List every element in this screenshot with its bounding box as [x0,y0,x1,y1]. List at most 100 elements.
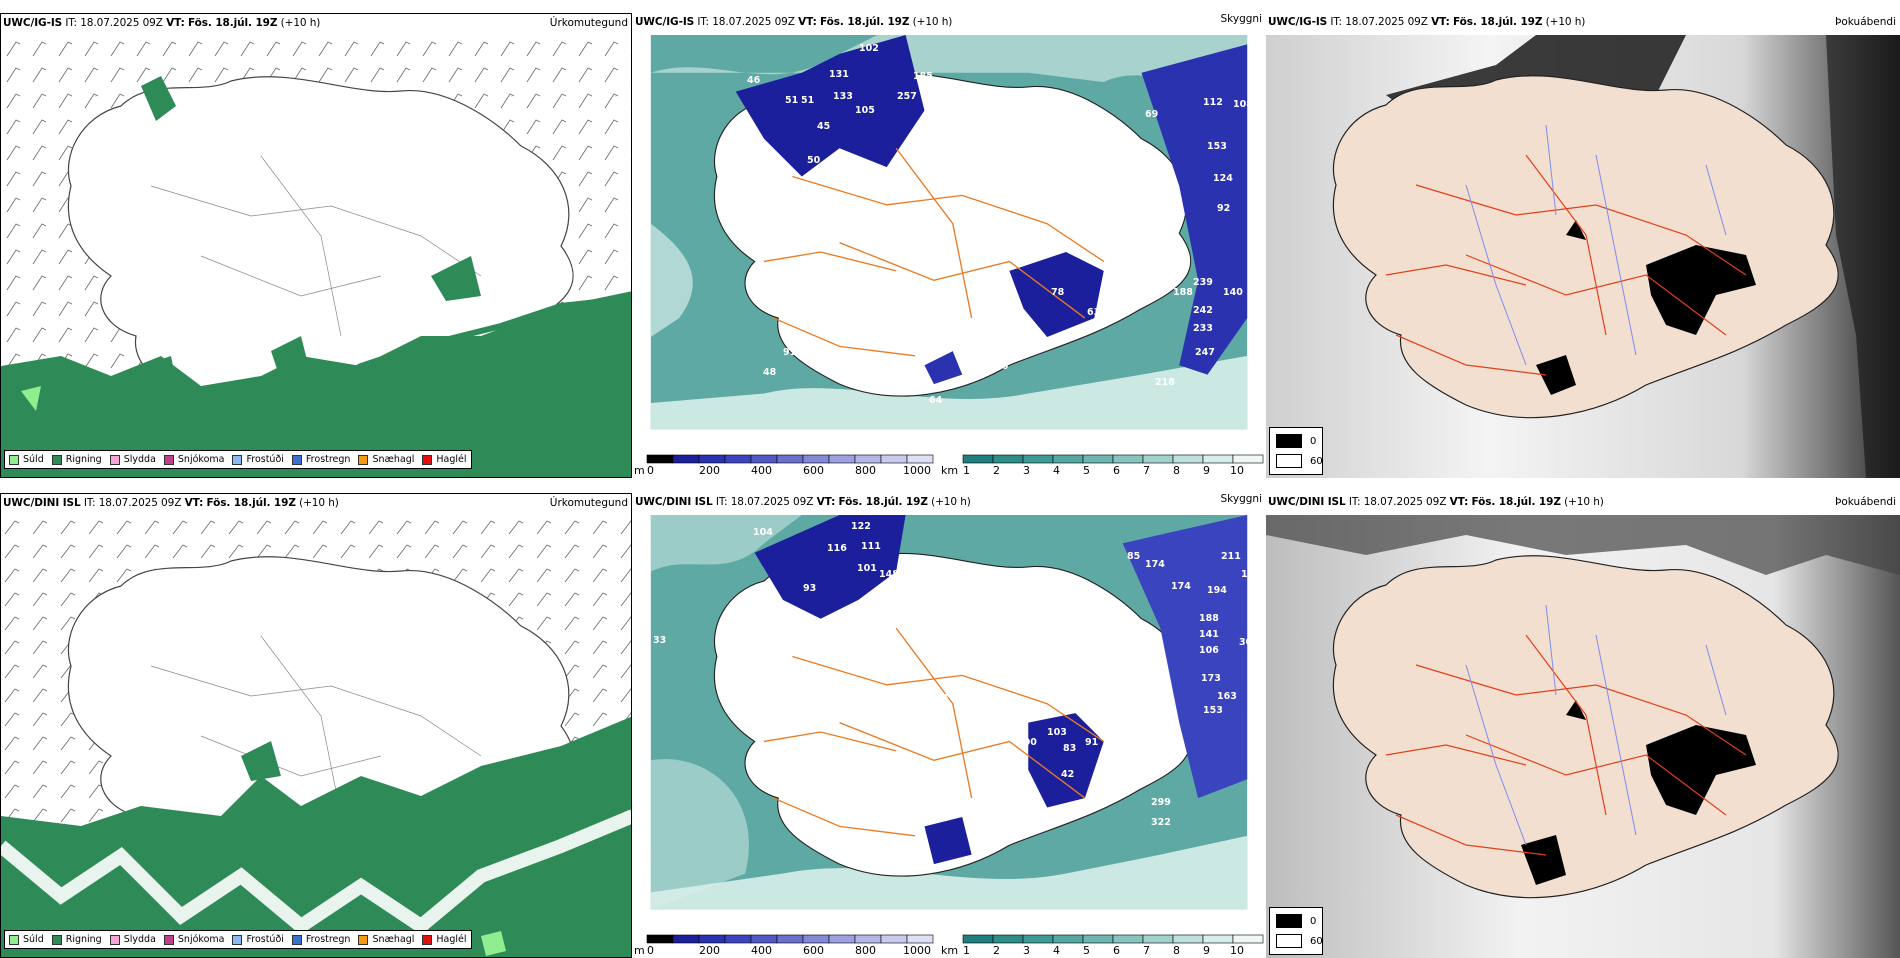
ceiling-tick: 400 [751,944,772,957]
fog-swatch [1276,934,1302,948]
vis-tick: 2 [993,464,1000,477]
vis-tick: 8 [1173,944,1180,957]
ceiling-label: 153 [1207,141,1227,152]
ceiling-label: 247 [1195,347,1215,358]
ceiling-label: 133 [833,91,853,102]
ceiling-label: 64 [929,395,943,406]
ceiling-label: 45 [817,121,830,132]
colorbars [646,454,1264,464]
fog-legend-row: 0 [1276,914,1316,928]
ceiling-tick: 1000 [903,944,931,957]
ceiling-label: 78 [1051,287,1065,298]
colorbar-segment [828,934,856,944]
colorbar-segment [854,934,882,944]
vis-tick: 4 [1053,464,1060,477]
vis-tick: 6 [1113,944,1120,957]
ceiling-label: 194 [1207,585,1227,596]
legend-item: Rigning [51,454,102,465]
panel-title: Úrkomutegund [549,17,628,29]
vis-tick: 1 [963,464,970,477]
legend-item: Slydda [109,934,156,945]
ceiling-label: 91 [1019,713,1032,724]
legend-swatch [51,934,62,945]
colorbar-segment [1052,934,1084,944]
ceiling-label: 46 [747,75,761,86]
vis-tick: 4 [1053,944,1060,957]
vis-unit: km [941,464,959,477]
vis-tick: 9 [1203,944,1210,957]
legend-swatch [291,934,302,945]
legend-swatch [232,934,243,945]
ceiling-label: 16 [995,361,1009,372]
fog-legend-row: 0 [1276,434,1316,448]
fog-map [1266,35,1900,478]
ceiling-label: 50 [807,171,821,182]
fog-map [1266,515,1900,958]
panel-header: UWC/IG-IS IT: 18.07.2025 09Z VT: Fös. 18… [635,16,953,28]
ceiling-label: 97 [809,623,822,634]
legend-swatch [109,454,120,465]
fog-legend-row: 60 [1276,454,1323,468]
vis-tick: 10 [1230,944,1244,957]
fog-swatch [1276,914,1302,928]
ceiling-label: 111 [861,541,881,552]
ceiling-label: 242 [1193,305,1213,316]
legend-item: Snæhagl [358,934,414,945]
ceiling-visibility-colorbar: m 0 200 400 600 800 1000 km 1 2 3 4 5 6 … [633,454,1265,478]
ceiling-tick: 400 [751,464,772,477]
colorbar-segment [992,454,1024,464]
panel-header: UWC/DINI ISL IT: 18.07.2025 09Z VT: Fös.… [3,497,339,509]
panel-header: UWC/DINI ISL IT: 18.07.2025 09Z VT: Fös.… [635,496,971,508]
panel-header: UWC/IG-IS IT: 18.07.2025 09Z VT: Fös. 18… [1268,16,1586,28]
legend-item: Snjókoma [163,934,224,945]
ceiling-visibility-colorbar: m 0 200 400 600 800 1000 km 1 2 3 4 5 6 … [633,934,1265,958]
ceiling-label: 141 [1199,629,1219,640]
vis-tick: 3 [1023,464,1030,477]
ceiling-label: 93 [803,583,816,594]
ceiling-label: 322 [1151,817,1171,828]
fog-legend: 0 60 [1269,907,1323,955]
legend-item: Haglél [422,934,467,945]
fog-swatch [1276,434,1302,448]
ceiling-label: 309 [1239,637,1259,648]
colorbar-segment [802,934,830,944]
ceiling-label: 131 [829,69,849,80]
ceiling-label: 101 [857,563,877,574]
colorbar-segment [828,454,856,464]
ceiling-map [650,515,1248,910]
vis-tick: 10 [1230,464,1244,477]
precip-legend: Súld Rigning Slydda Snjókoma Frostúði Fr… [4,450,472,469]
colorbar-segment [802,454,830,464]
ceiling-labels: 46 102 131 133 105 257 185 51 51 45 112 … [747,43,1253,406]
colorbar-segment [750,454,778,464]
ceiling-label: 104 [753,527,773,538]
ceiling-tick: 1000 [903,464,931,477]
ceiling-label: 105 [855,105,875,116]
vis-tick: 3 [1023,944,1030,957]
fog-index-panel-dini: UWC/DINI ISL IT: 18.07.2025 09Z VT: Fös.… [1266,493,1900,958]
colorbar-segment [962,934,994,944]
panel-header: UWC/IG-IS IT: 18.07.2025 09Z VT: Fös. 18… [3,17,321,29]
colorbar-segment [1172,934,1204,944]
legend-item: Frostúði [232,454,284,465]
ceiling-label: 138 [1241,569,1261,580]
ceiling-label: 91 [783,347,796,358]
colorbar-segment [1082,934,1114,944]
ceiling-label: 91 [1085,737,1098,748]
panel-title: Úrkomutegund [549,497,628,509]
ceiling-label: 100 [943,693,963,704]
ceiling-tick: 200 [699,464,720,477]
panel-title: Þokuábendi [1835,496,1896,508]
ceiling-tick: 800 [855,464,876,477]
ceiling-label: 106 [1199,645,1219,656]
ceiling-labels: 104 122 116 111 101 148 85 93 174 211 13… [653,521,1261,836]
ceiling-tick: 0 [647,464,654,477]
ceiling-label: 122 [851,521,871,532]
colorbar-segment [992,934,1024,944]
legend-swatch [232,454,243,465]
ceiling-visibility-panel-igis: UWC/IG-IS IT: 18.07.2025 09Z VT: Fös. 18… [633,13,1265,478]
ceiling-label: 51 [801,95,814,106]
legend-swatch [291,454,302,465]
colorbar-segment [1232,934,1264,944]
colorbar-segment [1172,454,1204,464]
